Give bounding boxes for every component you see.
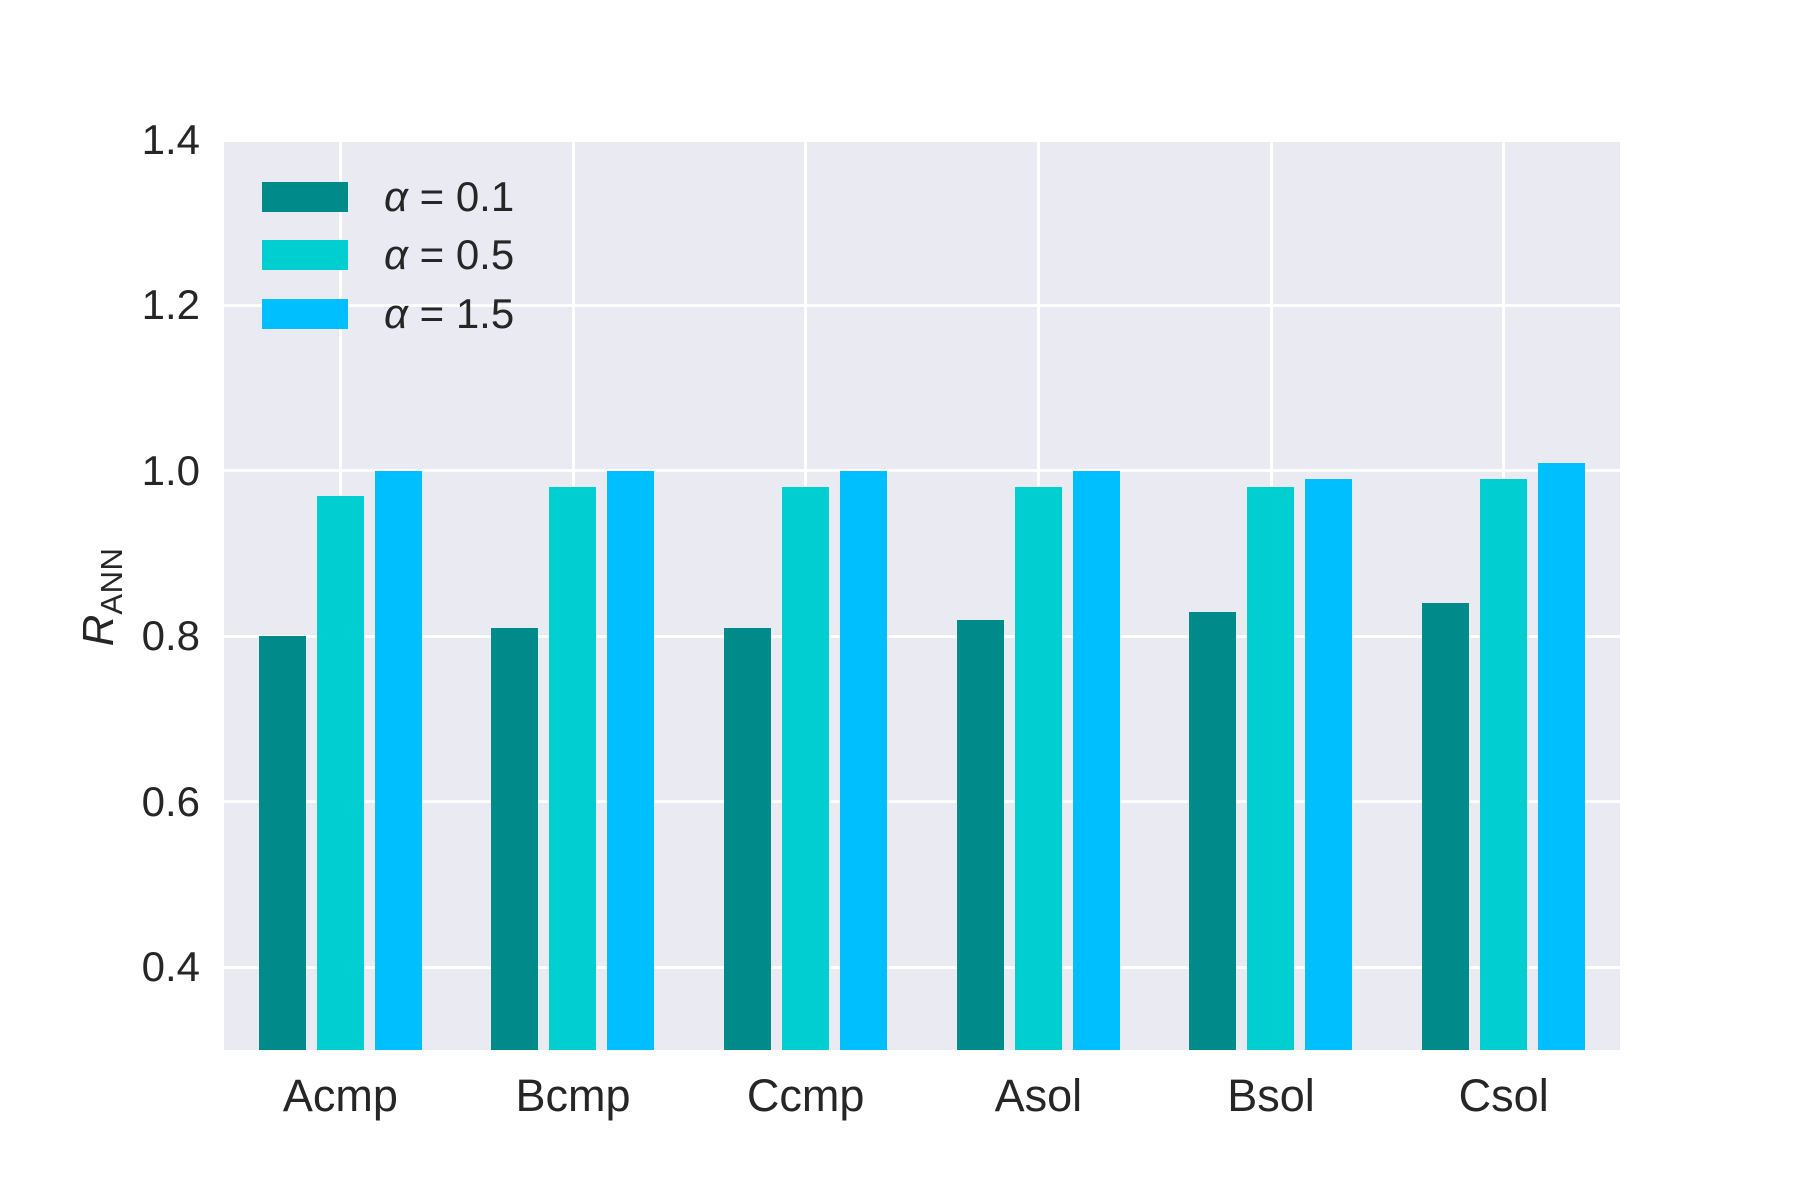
- bar: [840, 470, 888, 1050]
- y-tick-label: 0.6: [141, 777, 200, 825]
- legend-alpha-symbol: α: [384, 290, 408, 337]
- h-gridline: [224, 303, 1620, 307]
- legend-value-text: = 1.5: [407, 290, 515, 337]
- legend: α = 0.1 α = 0.5 α = 1.5: [224, 140, 1620, 1050]
- y-tick-label: 1.4: [141, 116, 200, 163]
- legend-label: α = 0.1: [384, 176, 514, 218]
- bar: [782, 487, 830, 1050]
- x-tick-label-csol: Csol: [1458, 1070, 1549, 1121]
- y-axis-label-subscript: ANN: [94, 547, 129, 615]
- legend-label: α = 1.5: [384, 293, 514, 335]
- bar: [1422, 603, 1470, 1050]
- h-gridline: [224, 469, 1620, 473]
- bar: [1305, 479, 1353, 1050]
- y-tick-label: 1.2: [141, 281, 200, 329]
- x-tick-label-bsol: Bsol: [1227, 1070, 1315, 1121]
- x-tick-label-bcmp: Bcmp: [515, 1070, 631, 1121]
- legend-label: α = 0.5: [384, 234, 514, 276]
- legend-alpha-symbol: α: [384, 231, 408, 278]
- bar: [1014, 487, 1062, 1050]
- x-axis-ticks: Acmp Bcmp Ccmp Asol Bsol Csol: [224, 1066, 1620, 1126]
- legend-value-text: = 0.5: [407, 231, 515, 278]
- legend-swatch: [262, 299, 348, 329]
- bar: [1072, 470, 1120, 1050]
- h-gridline: [224, 800, 1620, 804]
- h-gridline: [224, 965, 1620, 969]
- bar: [491, 628, 539, 1050]
- legend-value-text: = 0.1: [407, 173, 515, 220]
- bar: [607, 470, 655, 1050]
- legend-swatch: [262, 240, 348, 270]
- y-tick-label: 0.8: [141, 612, 200, 660]
- legend-entry: α = 0.5: [262, 234, 514, 276]
- bar: [549, 487, 597, 1050]
- y-axis-label-main: R: [74, 614, 123, 647]
- bar: [1247, 487, 1295, 1050]
- bar-group-ccmp: [689, 140, 922, 1050]
- bar: [956, 619, 1004, 1050]
- legend-swatch: [262, 182, 348, 212]
- bar-group-csol: [1387, 140, 1620, 1050]
- bar: [724, 628, 772, 1050]
- legend-alpha-symbol: α: [384, 173, 408, 220]
- y-tick-label: 1.0: [141, 446, 200, 494]
- bar: [1480, 479, 1528, 1050]
- x-tick-label-acmp: Acmp: [282, 1070, 398, 1121]
- bar-group-asol: [922, 140, 1155, 1050]
- bar: [1189, 611, 1237, 1050]
- bar: [258, 636, 306, 1050]
- legend-entry: α = 1.5: [262, 293, 514, 335]
- y-tick-label: 0.4: [141, 943, 200, 991]
- bar-group-bcmp: [457, 140, 690, 1050]
- bar: [374, 470, 422, 1050]
- h-gridline: [224, 138, 1620, 142]
- bar-group-acmp: [224, 140, 457, 1050]
- x-tick-label-asol: Asol: [994, 1070, 1083, 1121]
- bar: [1538, 462, 1586, 1050]
- y-axis-ticks: 0.4 0.6 0.8 1.0 1.2 1.4: [0, 0, 200, 1200]
- legend-entry: α = 0.1: [262, 176, 514, 218]
- y-axis-label: RANN: [74, 548, 130, 647]
- bar-group-bsol: [1155, 140, 1388, 1050]
- bar: [316, 495, 364, 1050]
- plot-area: α = 0.1 α = 0.5 α = 1.5: [224, 138, 1620, 1050]
- x-tick-label-ccmp: Ccmp: [746, 1070, 865, 1121]
- h-gridline: [224, 634, 1620, 638]
